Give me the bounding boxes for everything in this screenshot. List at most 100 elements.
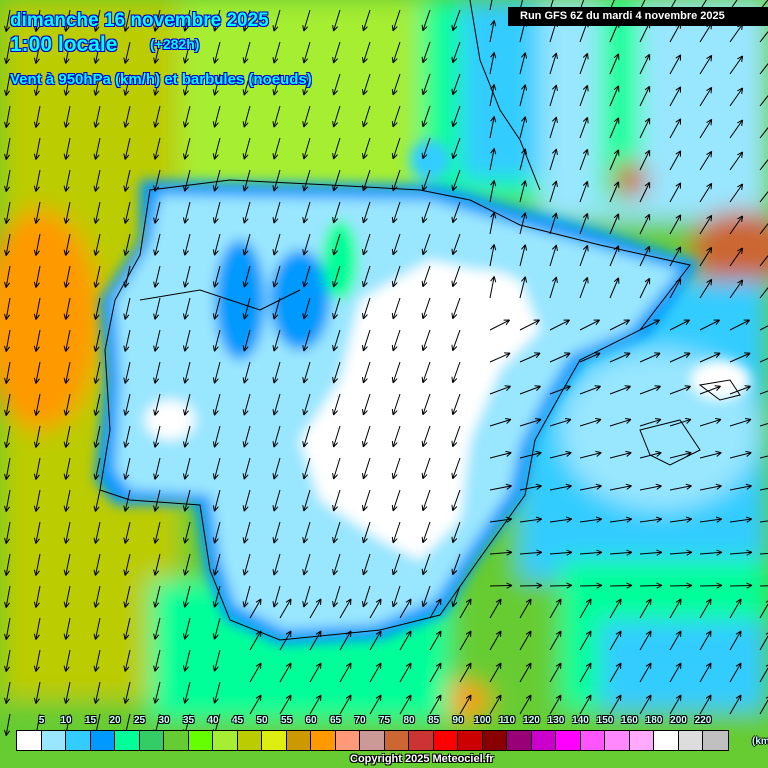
legend-label: 220	[694, 715, 712, 726]
wind-arrow	[339, 598, 352, 619]
wind-arrow	[153, 329, 161, 352]
wind-arrow	[669, 549, 693, 556]
wind-arrow	[332, 41, 341, 64]
wind-arrow	[4, 41, 11, 64]
wind-arrow	[421, 297, 431, 320]
wind-arrow	[332, 393, 341, 416]
wind-arrow	[4, 169, 11, 192]
wind-arrow	[153, 41, 161, 64]
wind-arrow	[123, 201, 131, 224]
wind-arrow	[332, 585, 341, 608]
wind-arrow	[33, 73, 41, 96]
wind-arrow	[729, 549, 753, 556]
wind-arrow	[639, 483, 662, 491]
legend-label: 45	[231, 715, 244, 726]
wind-arrow	[182, 41, 191, 64]
wind-arrow	[339, 694, 352, 715]
wind-arrow	[123, 73, 131, 96]
wind-arrow	[153, 393, 161, 416]
wind-arrow	[549, 0, 554, 11]
wind-arrow	[579, 598, 592, 619]
wind-arrow	[93, 265, 101, 288]
wind-arrow	[182, 9, 191, 32]
wind-arrow	[309, 662, 322, 683]
wind-arrow	[4, 265, 11, 288]
wind-arrow	[272, 457, 281, 480]
wind-arrow	[302, 265, 311, 288]
wind-arrow	[182, 233, 191, 256]
wind-arrow	[549, 630, 562, 651]
wind-arrow	[519, 450, 542, 459]
wind-arrow	[421, 169, 431, 192]
wind-arrow	[4, 233, 11, 256]
wind-arrow	[579, 180, 589, 203]
wind-arrow	[669, 246, 682, 267]
wind-arrow	[249, 598, 262, 619]
wind-arrow	[63, 105, 71, 128]
wind-arrow	[93, 489, 101, 512]
legend-swatch	[188, 731, 213, 750]
wind-arrow	[302, 521, 311, 544]
wind-arrow	[361, 73, 371, 96]
wind-arrow	[669, 450, 692, 459]
wind-arrow	[489, 148, 497, 171]
wind-arrow	[182, 585, 191, 608]
wind-arrow	[489, 630, 502, 651]
wind-arrow	[123, 617, 131, 640]
wind-arrow	[669, 278, 682, 299]
wind-arrow	[639, 630, 652, 651]
wind-arrow	[519, 52, 528, 75]
wind-arrow	[759, 422, 768, 427]
wind-arrow	[369, 598, 382, 619]
wind-arrow	[699, 118, 713, 139]
wind-arrow	[429, 662, 442, 683]
wind-arrow	[153, 297, 161, 320]
wind-arrow	[489, 549, 513, 556]
legend-label: 35	[182, 715, 195, 726]
wind-arrow	[759, 250, 768, 267]
wind-arrow	[302, 9, 311, 32]
wind-arrow	[361, 233, 371, 256]
wind-arrow	[729, 450, 752, 459]
wind-arrow	[272, 169, 281, 192]
wind-arrow	[609, 277, 620, 299]
wind-arrow	[669, 418, 692, 427]
wind-arrow	[272, 521, 281, 544]
legend-label: 60	[305, 715, 317, 726]
wind-arrow	[639, 181, 651, 203]
wind-arrow	[123, 425, 131, 448]
wind-arrow	[699, 582, 723, 589]
wind-arrow	[609, 352, 631, 363]
wind-arrow	[519, 180, 528, 203]
wind-arrow	[391, 105, 401, 128]
wind-arrow	[63, 457, 71, 480]
legend-swatch	[213, 731, 238, 750]
wind-arrow	[699, 483, 722, 491]
wind-arrow	[759, 186, 768, 203]
wind-arrow	[33, 681, 41, 704]
wind-arrow	[302, 105, 311, 128]
wind-arrow	[549, 694, 562, 715]
legend-label: 90	[452, 715, 464, 726]
wind-arrow	[212, 105, 221, 128]
wind-arrow	[759, 122, 768, 139]
wind-arrow	[63, 521, 71, 544]
legend-label: 120	[523, 715, 540, 726]
wind-arrow	[489, 20, 497, 43]
wind-arrow	[93, 105, 101, 128]
wind-arrow	[639, 319, 661, 331]
wind-arrow	[93, 137, 101, 160]
wind-arrow	[609, 483, 632, 491]
wind-arrow	[272, 329, 281, 352]
wind-arrow	[4, 137, 11, 160]
wind-arrow	[609, 181, 620, 203]
wind-arrow	[451, 41, 461, 64]
wind-arrow	[242, 329, 251, 352]
wind-arrow	[302, 425, 311, 448]
wind-arrow	[391, 233, 401, 256]
wind-arrow	[489, 52, 497, 75]
wind-arrow	[699, 352, 721, 363]
wind-arrow	[421, 489, 431, 512]
wind-arrow	[63, 233, 71, 256]
wind-arrow	[759, 664, 768, 683]
